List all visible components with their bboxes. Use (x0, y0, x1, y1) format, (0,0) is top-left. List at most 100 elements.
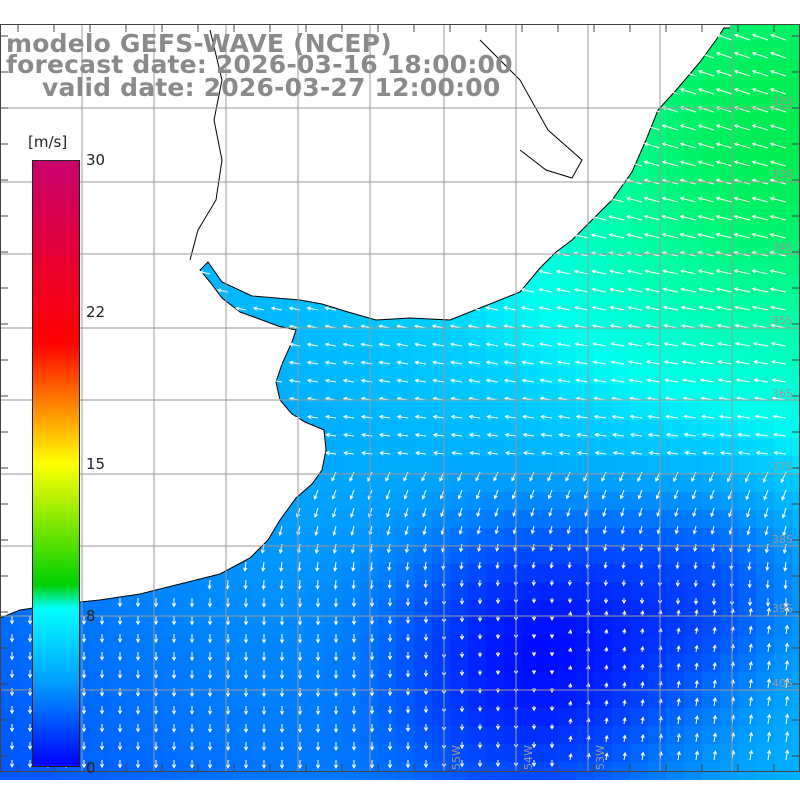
wind-speed-cell (180, 582, 198, 600)
wind-arrow (648, 415, 661, 419)
wind-arrow-head (676, 733, 681, 738)
wind-arrow (621, 525, 625, 534)
wind-arrow-head (431, 324, 437, 329)
wind-arrow (680, 161, 697, 167)
wind-arrow-head (288, 306, 294, 311)
wind-speed-cell (648, 384, 666, 402)
wind-arrow (503, 307, 517, 311)
wind-arrow-head (712, 626, 717, 632)
wind-arrow-head (556, 360, 562, 365)
wind-arrow (713, 733, 716, 743)
colorbar-tick: 8 (86, 607, 96, 625)
wind-arrow-head (414, 342, 419, 347)
wind-arrow-head (568, 700, 573, 705)
wind-arrow (747, 525, 751, 535)
wind-arrow (605, 735, 608, 743)
wind-speed-cell (576, 618, 594, 636)
wind-speed-cell (648, 294, 666, 312)
wind-arrow-head (333, 656, 339, 662)
lon-label: 54W (522, 745, 535, 770)
wind-arrow-head (117, 746, 123, 751)
wind-arrow (680, 70, 697, 77)
wind-speed-cell (486, 672, 504, 690)
wind-speed-cell (738, 420, 756, 438)
wind-speed-cell (630, 510, 648, 528)
wind-arrow-head (699, 360, 705, 365)
wind-speed-cell (558, 546, 576, 564)
wind-speed-cell (702, 312, 720, 330)
wind-arrow (749, 732, 752, 743)
wind-arrow-head (450, 432, 456, 438)
wind-speed-cell (594, 384, 612, 402)
wind-arrow (540, 415, 553, 419)
wind-arrow-head (744, 478, 749, 483)
wind-speed-cell (108, 744, 126, 762)
wind-speed-cell (468, 600, 486, 618)
wind-speed-cell (468, 528, 486, 546)
wind-speed-cell (720, 204, 738, 222)
wind-speed-cell (702, 204, 720, 222)
wind-arrow (698, 52, 715, 59)
wind-arrow (556, 288, 571, 293)
wind-arrow-head (369, 746, 375, 751)
wind-arrow (783, 525, 787, 536)
wind-arrow (326, 452, 337, 455)
wind-arrow-head (573, 269, 579, 274)
wind-speed-cell (162, 600, 180, 618)
wind-speed-cell (432, 744, 450, 762)
wind-arrow-head (423, 709, 429, 714)
wind-arrow-head (573, 233, 578, 238)
wind-speed-cell (702, 636, 720, 654)
wind-arrow-head (324, 342, 330, 347)
wind-arrow-head (679, 214, 684, 219)
wind-arrow (556, 270, 571, 275)
wind-speed-cell (342, 672, 360, 690)
wind-speed-cell (612, 744, 630, 762)
wind-speed-cell (522, 726, 540, 744)
wind-arrow-head (694, 715, 699, 720)
wind-arrow-head (81, 710, 87, 715)
wind-arrow-head (770, 341, 776, 346)
wind-arrow (752, 215, 769, 221)
wind-arrow-head (387, 764, 393, 769)
wind-speed-cell (720, 708, 738, 726)
wind-arrow-head (387, 691, 393, 697)
wind-arrow (698, 233, 715, 239)
wind-arrow-head (785, 731, 790, 736)
wind-arrow (567, 507, 571, 517)
wind-speed-cell (702, 690, 720, 708)
wind-speed-cell (666, 744, 684, 762)
wind-arrow-head (719, 450, 725, 456)
wind-speed-cell (774, 654, 792, 672)
wind-arrow-head (207, 710, 213, 716)
wind-arrow (379, 379, 391, 383)
wind-speed-cell (702, 366, 720, 384)
wind-arrow (279, 543, 283, 554)
wind-speed-cell (792, 78, 800, 96)
wind-speed-cell (774, 258, 792, 276)
wind-arrow-head (712, 608, 717, 614)
wind-speed-cell (522, 456, 540, 474)
wind-speed-cell (486, 348, 504, 366)
wind-arrow-head (504, 450, 510, 456)
wind-arrow-head (644, 287, 650, 292)
wind-arrow-head (351, 656, 357, 661)
wind-arrow (728, 489, 733, 500)
wind-speed-cell (648, 564, 666, 582)
wind-speed-cell (792, 24, 800, 42)
wind-speed-cell (450, 726, 468, 744)
wind-arrow-head (502, 306, 508, 311)
wind-arrow-head (746, 513, 751, 518)
wind-arrow (637, 471, 643, 482)
wind-arrow-head (565, 494, 570, 500)
wind-arrow-head (279, 585, 284, 590)
wind-speed-cell (594, 744, 612, 762)
wind-speed-cell (324, 600, 342, 618)
wind-arrow-head (702, 450, 707, 456)
wind-speed-cell (504, 510, 522, 528)
wind-speed-cell (450, 546, 468, 564)
wind-arrow-head (745, 495, 750, 501)
wind-speed-cell (378, 744, 396, 762)
wind-speed-cell (558, 456, 576, 474)
wind-arrow-head (404, 513, 409, 518)
